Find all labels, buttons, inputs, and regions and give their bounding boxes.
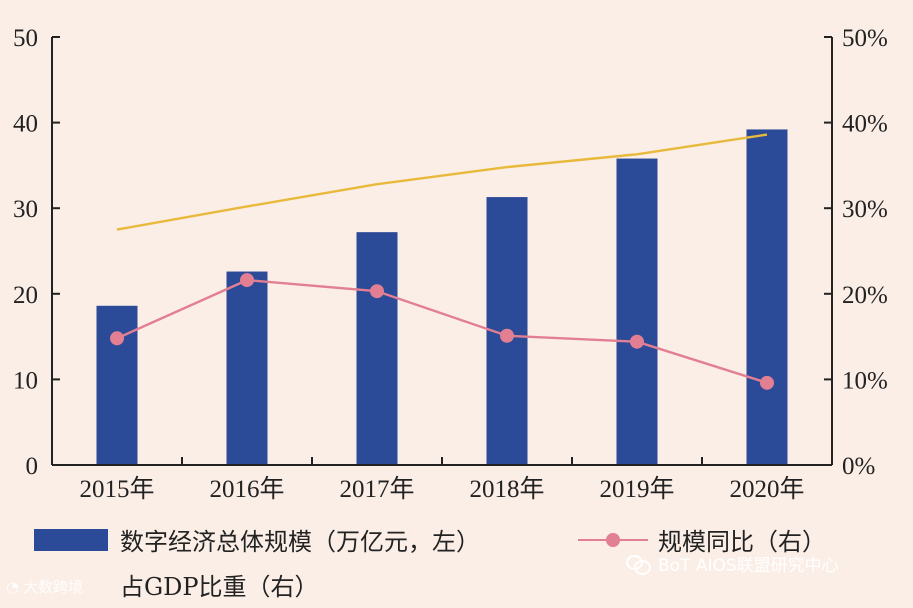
bar-5 xyxy=(746,129,788,465)
point-series-1-5 xyxy=(760,375,774,390)
right-tick-label-4: 40% xyxy=(842,111,888,138)
bar-1 xyxy=(226,271,268,465)
left-tick-label-1: 10 xyxy=(13,367,38,394)
watermark-right-text: BoT AIOS联盟研究中心 xyxy=(658,556,839,576)
bar-2 xyxy=(356,232,398,465)
right-tick-label-0: 0% xyxy=(842,453,875,480)
x-tick-label-3: 2018年 xyxy=(469,475,544,503)
left-tick-label-4: 40 xyxy=(13,111,38,138)
watermark-left: ◔ 大数跨境 xyxy=(6,576,83,597)
right-tick-label-5: 50% xyxy=(842,25,888,52)
legend-swatch-bar xyxy=(34,528,108,551)
right-tick-label-1: 10% xyxy=(842,367,888,394)
watermark-left-text: 大数跨境 xyxy=(23,578,84,596)
watermark-right: BoT AIOS联盟研究中心 xyxy=(626,551,839,576)
legend-label-yoy: 规模同比（右） xyxy=(658,528,826,556)
right-tick-label-2: 20% xyxy=(842,282,888,309)
wechat-icon xyxy=(626,553,652,575)
line-series-2 xyxy=(116,133,768,231)
legend-swatch-line-pink xyxy=(578,528,648,552)
point-series-1-0 xyxy=(110,331,124,346)
right-tick-label-3: 30% xyxy=(842,196,888,223)
x-tick-label-1: 2016年 xyxy=(209,475,284,503)
left-tick-label-3: 30 xyxy=(13,196,38,223)
legend-label-gdp-share: 占GDP比重（右） xyxy=(120,573,319,601)
left-tick-label-0: 0 xyxy=(26,453,39,480)
x-tick-label-0: 2015年 xyxy=(79,475,154,503)
legend-item-yoy: 规模同比（右） xyxy=(578,522,826,557)
bar-4 xyxy=(616,158,658,465)
point-series-1-4 xyxy=(630,334,644,349)
logo-icon: ◔ xyxy=(6,577,20,596)
left-tick-label-2: 20 xyxy=(13,282,38,309)
legend-item-gdp-share: 占GDP比重（右） xyxy=(120,567,319,602)
line-series-1 xyxy=(116,278,768,384)
legend-item-scale: 数字经济总体规模（万亿元，左） xyxy=(34,522,480,557)
x-tick-label-2: 2017年 xyxy=(339,475,414,503)
point-series-1-3 xyxy=(500,328,514,343)
bar-0 xyxy=(96,305,138,465)
x-tick-label-5: 2020年 xyxy=(729,475,804,503)
point-series-1-2 xyxy=(370,284,384,299)
x-tick-label-4: 2019年 xyxy=(599,475,674,503)
legend-label-scale: 数字经济总体规模（万亿元，左） xyxy=(120,528,480,556)
point-series-1-1 xyxy=(240,273,254,288)
left-tick-label-5: 50 xyxy=(13,25,38,52)
